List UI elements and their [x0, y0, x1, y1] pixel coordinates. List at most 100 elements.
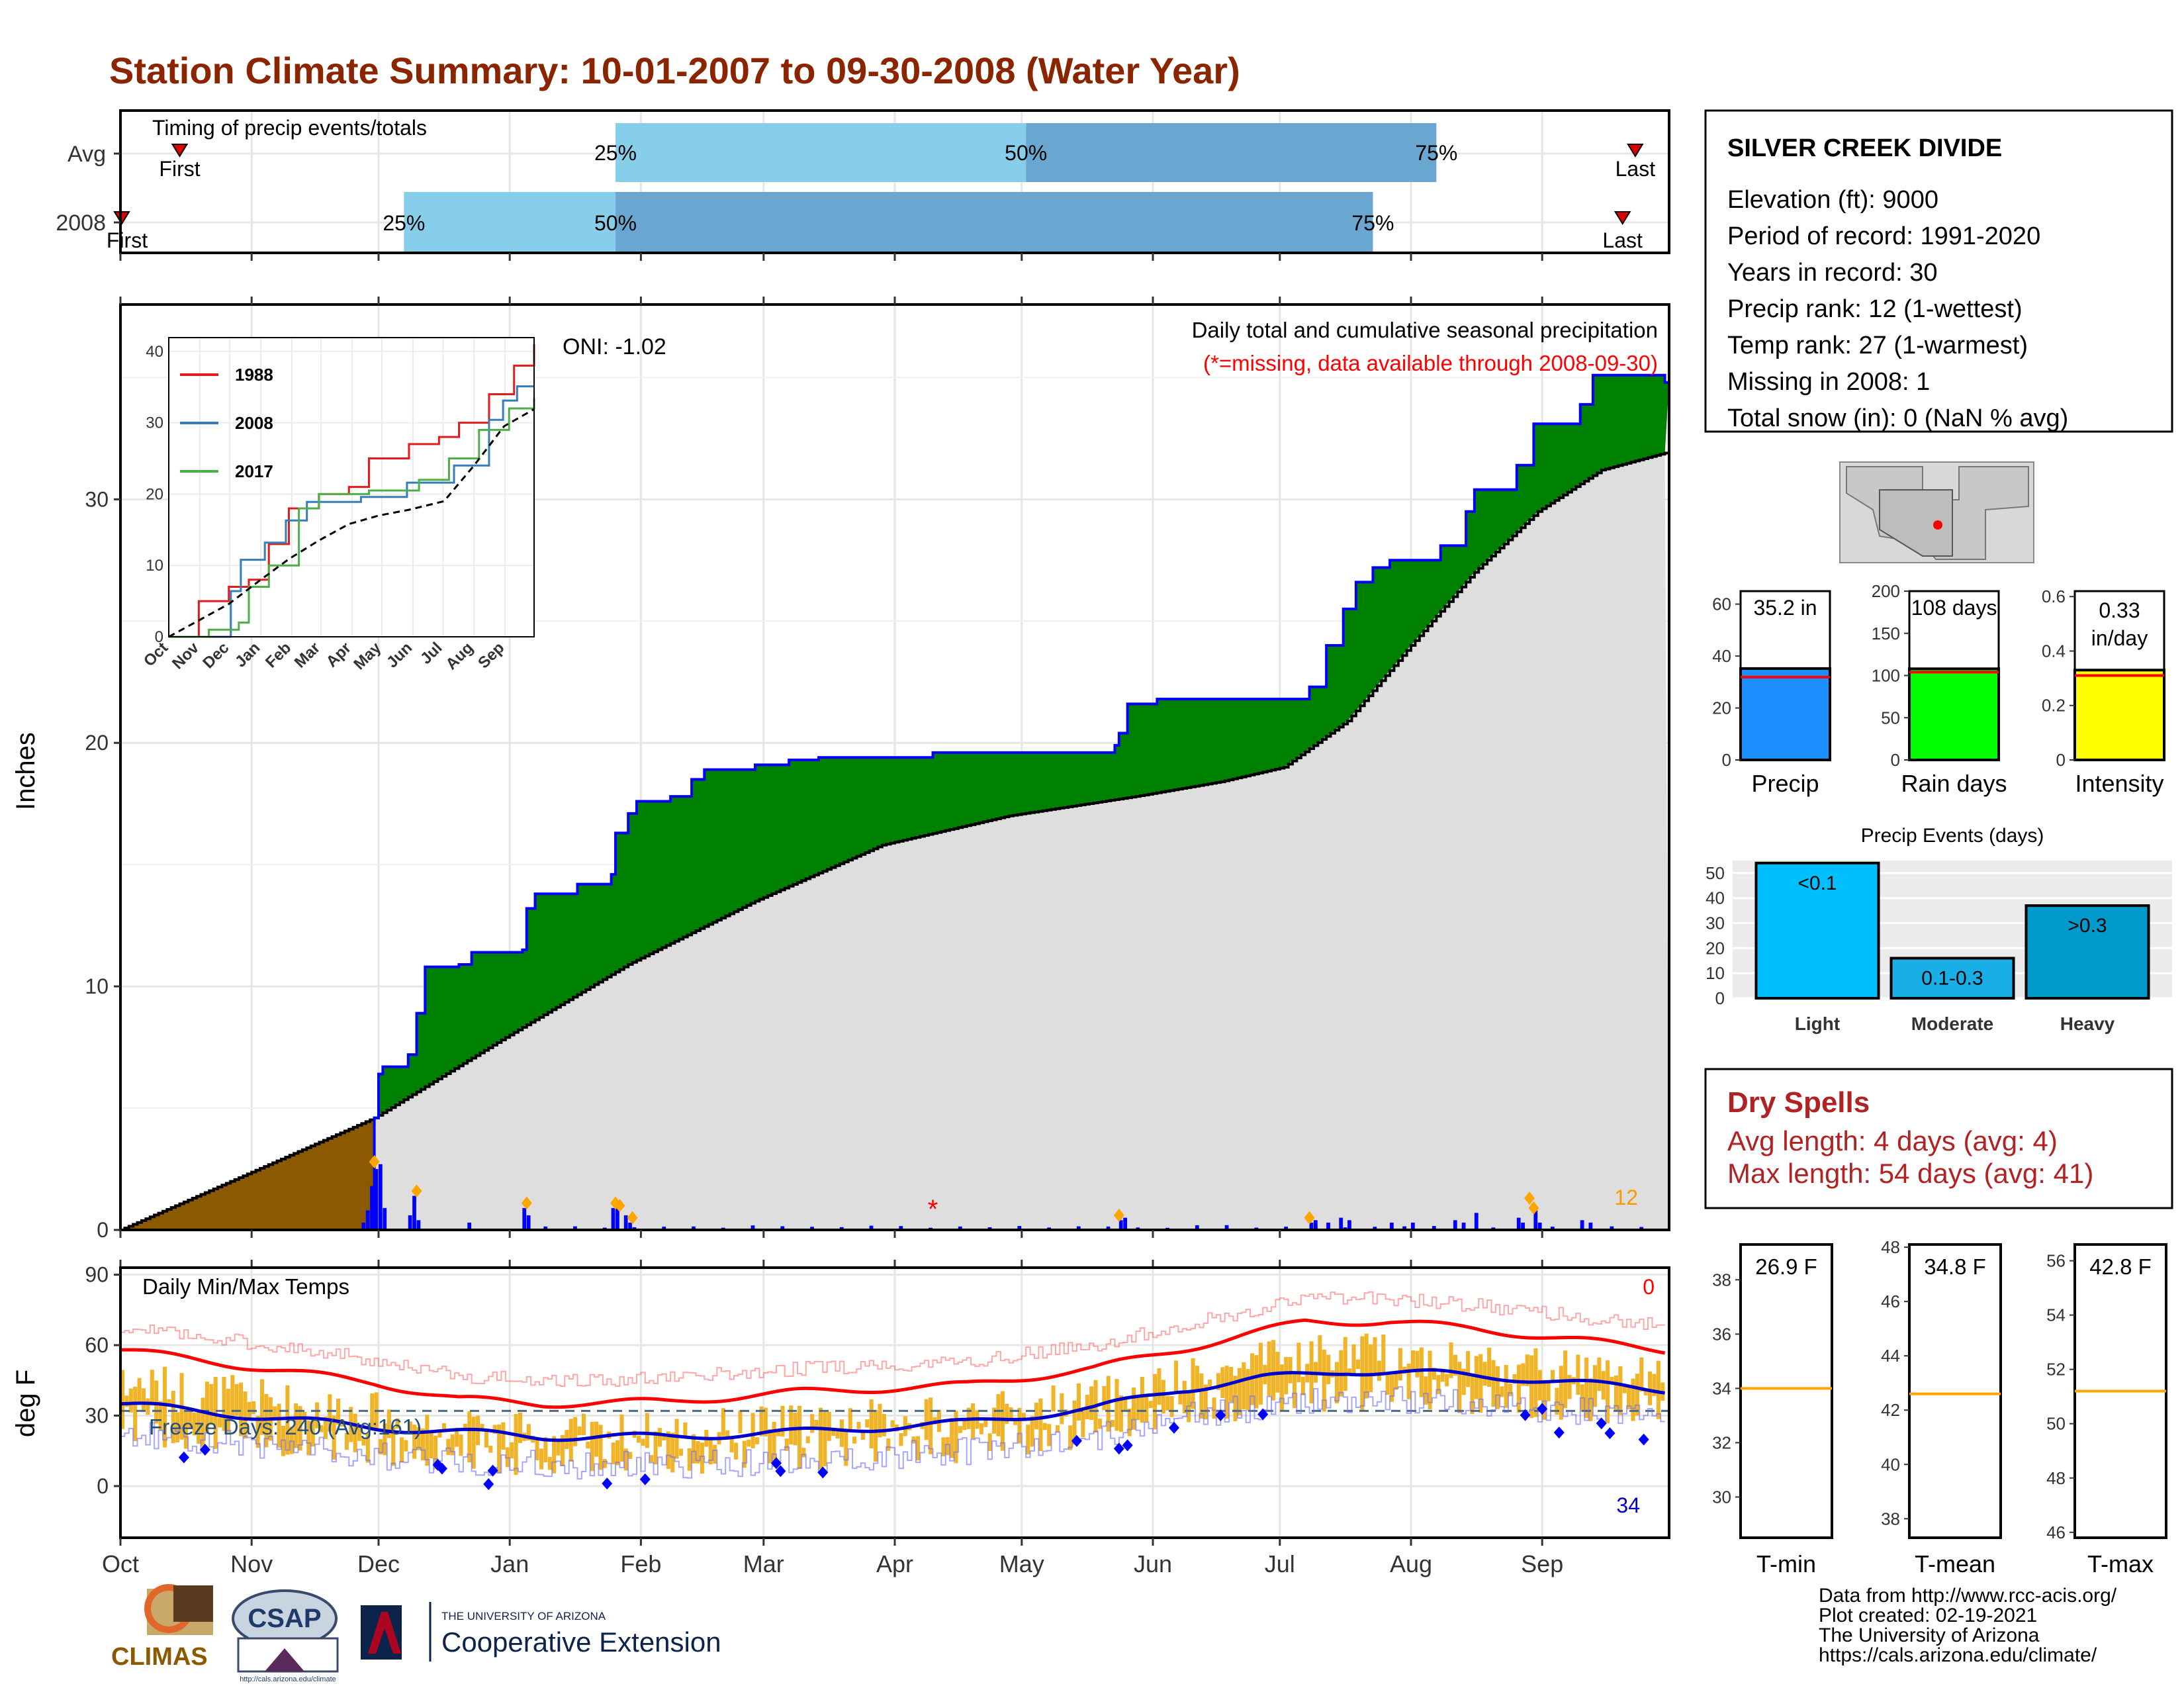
footer-line: The University of Arizona	[1819, 1624, 2040, 1646]
summary-value-label: 35.2 in	[1753, 596, 1817, 620]
temp-daily-range-bar	[954, 1411, 958, 1464]
temp-daily-range-bar	[1208, 1380, 1212, 1387]
precip-event-marker	[369, 1154, 380, 1168]
precip-daily-bar	[526, 1215, 531, 1230]
temp-daily-range-bar	[379, 1438, 383, 1455]
cold-day-marker	[775, 1465, 786, 1477]
temp-daily-range-bar	[552, 1436, 557, 1474]
summary-value-label: 0.33	[2099, 598, 2140, 622]
temp-daily-range-bar	[281, 1425, 286, 1456]
temp-daily-range-bar	[1051, 1385, 1056, 1412]
temp-summary-ytick-label: 46	[2046, 1523, 2066, 1542]
events-ytick-label: 20	[1706, 938, 1725, 958]
dry-spells-box: Dry Spells Avg length: 4 days (avg: 4) M…	[1704, 1068, 2173, 1209]
summary-ytick-label: 60	[1712, 594, 1731, 614]
temp-daily-range-bar	[1127, 1408, 1132, 1436]
csap-mountain-icon	[265, 1648, 304, 1671]
temp-summary-frame	[1739, 1243, 1833, 1539]
temp-daily-range-bar	[239, 1382, 244, 1436]
precip-daily-bar	[1106, 1226, 1111, 1230]
inset-ytick-label: 0	[155, 628, 163, 646]
temp-daily-range-bar	[674, 1419, 679, 1459]
precip-daily-bar	[1313, 1225, 1318, 1230]
temp-daily-range-bar	[416, 1427, 421, 1450]
temp-daily-range-bar	[1224, 1366, 1229, 1419]
temp-ytick-label: 0	[97, 1474, 109, 1498]
cold-day-marker	[1537, 1403, 1548, 1415]
temp-daily-range-bar	[1102, 1385, 1107, 1411]
temp-daily-range-bar	[1148, 1401, 1153, 1408]
precip-ytick-label: 30	[85, 487, 109, 511]
temp-daily-range-bar	[590, 1421, 594, 1472]
temp-daily-range-bar	[1648, 1371, 1653, 1405]
temp-daily-range-bar	[1411, 1350, 1416, 1371]
cold-day-marker	[1596, 1417, 1607, 1430]
temp-daily-range-bar	[218, 1417, 222, 1428]
temp-daily-range-bar	[289, 1427, 294, 1454]
temp-daily-range-bar	[950, 1418, 954, 1458]
temp-daily-range-bar	[201, 1397, 205, 1447]
temp-daily-range-bar	[1047, 1424, 1052, 1446]
temp-daily-range-bar	[1355, 1359, 1360, 1370]
precip-daily-bar	[408, 1215, 412, 1230]
temp-daily-range-bar	[1254, 1354, 1259, 1409]
summary-ytick-label: 0.4	[2042, 641, 2066, 661]
temp-daily-range-bar	[1288, 1357, 1293, 1383]
temp-daily-range-bar	[167, 1399, 171, 1407]
precip-daily-bar	[379, 1164, 383, 1230]
temp-daily-range-bar	[637, 1435, 641, 1443]
cold-day-marker	[817, 1466, 829, 1479]
cold-day-marker	[487, 1464, 498, 1477]
temp-daily-range-bar	[412, 1425, 417, 1459]
dry-spells-max: Max length: 54 days (avg: 41)	[1727, 1158, 2093, 1189]
missing-day-marker: *	[928, 1195, 938, 1224]
climas-logo: CLIMAS	[111, 1584, 213, 1671]
temp-daily-range-bar	[611, 1442, 615, 1465]
precip-event-marker	[1528, 1201, 1539, 1215]
cold-day-marker	[1520, 1409, 1531, 1421]
inset-xtick-label: May	[350, 639, 385, 674]
temp-daily-range-bar	[1627, 1387, 1631, 1410]
temp-summary-ytick-label: 56	[2046, 1251, 2066, 1271]
temp-summary-ytick-label: 40	[1881, 1454, 1900, 1474]
temp-daily-range-bar	[556, 1440, 561, 1456]
temp-daily-range-bar	[924, 1399, 929, 1440]
events-ytick-label: 0	[1715, 988, 1725, 1008]
timing-2008-last-label: Last	[1602, 228, 1643, 252]
temp-daily-range-bar	[1449, 1342, 1453, 1378]
csap-logo: CSAP http://cals.arizona.edu/climate	[232, 1589, 339, 1683]
summary-ytick-label: 200	[1872, 581, 1900, 601]
cold-day-marker	[1215, 1409, 1226, 1421]
temp-daily-range-bar	[1525, 1354, 1529, 1386]
station-line: Precip rank: 12 (1-wettest)	[1727, 295, 2023, 323]
station-line: Period of record: 1991-2020	[1727, 222, 2040, 250]
temp-daily-range-bar	[1203, 1384, 1208, 1420]
events-bar-label: 0.1-0.3	[1921, 967, 1983, 989]
temp-daily-range-bar	[446, 1438, 451, 1455]
temp-daily-range-bar	[1097, 1419, 1102, 1429]
summary-category-label: Rain days	[1901, 770, 2007, 797]
temp-daily-range-bar	[1610, 1376, 1614, 1384]
precip-daily-bar	[628, 1222, 632, 1230]
precip-daily-bar	[1516, 1217, 1521, 1230]
precip-daily-bar	[1461, 1222, 1466, 1230]
events-bar	[1754, 861, 1880, 1000]
temp-daily-range-bar	[306, 1420, 311, 1456]
temp-daily-range-bar	[492, 1425, 497, 1434]
footer-line: Plot created: 02-19-2021	[1819, 1605, 2037, 1626]
logos: CLIMAS CSAP http://cals.arizona.edu/clim…	[111, 1584, 721, 1683]
temp-daily-range-bar	[1360, 1336, 1365, 1411]
cold-day-marker	[1122, 1439, 1133, 1452]
temp-daily-range-bar	[692, 1434, 696, 1464]
cold-day-marker	[199, 1444, 210, 1456]
temp-daily-range-bar	[441, 1423, 446, 1430]
temp-daily-range-bar	[1038, 1398, 1043, 1452]
summary-value-label: in/day	[2091, 626, 2148, 650]
cold-day-marker	[1638, 1433, 1649, 1446]
temp-summary-value-label: 34.8 F	[1924, 1254, 1986, 1279]
temp-daily-range-bar	[192, 1412, 197, 1436]
temp-daily-range-bar	[383, 1423, 387, 1456]
precip-daily-bar	[1639, 1227, 1643, 1230]
temp-daily-range-bar	[1495, 1366, 1500, 1409]
precip-annotation: Daily total and cumulative seasonal prec…	[1192, 318, 1658, 342]
